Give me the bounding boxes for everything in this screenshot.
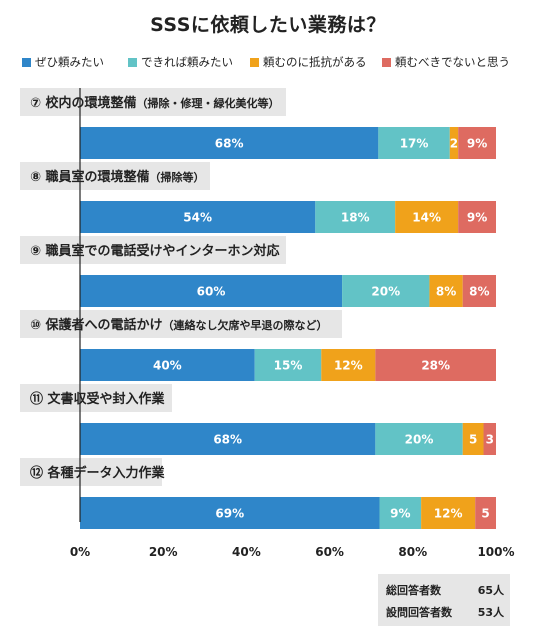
data-label: 12% <box>334 359 363 373</box>
legend-swatch <box>128 57 137 67</box>
bar-segment <box>80 127 379 159</box>
bar-segment <box>483 423 496 455</box>
bar-segment <box>80 349 255 381</box>
legend-item: 頼むべきでないと思う <box>382 54 510 70</box>
bar-segment <box>458 127 496 159</box>
category-label-main: ⑨ 職員室での電話受けやインターホン対応 <box>30 243 280 259</box>
data-label: 8% <box>436 285 456 299</box>
data-label: 12% <box>434 507 463 521</box>
category-label-main: ⑫ 各種データ入力作業 <box>30 465 166 481</box>
category-label-bg <box>20 310 342 338</box>
data-label: 15% <box>274 359 303 373</box>
data-label: 40% <box>153 359 182 373</box>
legend: ぜひ頼みたい できれば頼みたい 頼むのに抵抗がある 頼むべきでないと思う <box>22 54 532 70</box>
legend-item: ぜひ頼みたい <box>22 54 104 70</box>
category-label-sub: （連絡なし欠席や早退の際など） <box>163 318 328 332</box>
bar-segment <box>254 349 322 381</box>
category-label-sub: （掃除・修理・緑化美化等） <box>137 96 280 110</box>
total-respondents-row: 総回答者数 65人 <box>386 582 504 598</box>
category-label: ⑫ 各種データ入力作業 <box>30 465 166 481</box>
category-label-bg <box>20 458 162 486</box>
data-label: 69% <box>215 507 244 521</box>
legend-item: 頼むのに抵抗がある <box>250 54 367 70</box>
x-tick-label: 80% <box>398 545 427 559</box>
data-label: 28% <box>421 359 450 373</box>
data-label: 5 <box>469 433 477 447</box>
bar-segment <box>462 275 496 307</box>
bar-segment <box>80 423 376 455</box>
total-respondents-value: 65人 <box>477 584 504 597</box>
data-label: 2 <box>450 137 458 151</box>
data-label: 9% <box>467 211 487 225</box>
data-label: 17% <box>400 137 429 151</box>
legend-label: できれば頼みたい <box>141 55 233 69</box>
x-tick-label: 20% <box>149 545 178 559</box>
stacked-bar-chart: ⑦ 校内の環境整備（掃除・修理・緑化美化等） 68% 17% 2 9% ⑧ 職員室の環境整… <box>20 88 515 559</box>
x-tick-label: 40% <box>232 545 261 559</box>
bar-segment <box>462 423 484 455</box>
question-respondents-label: 設問回答者数 <box>386 606 452 619</box>
question-respondents-value: 53人 <box>477 606 504 619</box>
bar-segment <box>80 201 316 233</box>
data-label: 3 <box>486 433 494 447</box>
x-tick-label: 0% <box>70 545 90 559</box>
bar-segment <box>449 127 459 159</box>
category-label-main: ⑦ 校内の環境整備 <box>30 95 137 111</box>
data-label: 68% <box>215 137 244 151</box>
chart-title: SSSに依頼したい業務は？ <box>150 14 386 36</box>
category-label-main: ⑩ 保護者への電話かけ <box>30 317 163 333</box>
bar-segment <box>80 275 343 307</box>
category-label-bg <box>20 236 286 264</box>
data-label: 9% <box>467 137 487 151</box>
category-label-bg <box>20 384 172 412</box>
data-label: 9% <box>390 507 410 521</box>
category-label-main: ⑪ 文書収受や封入作業 <box>30 391 166 407</box>
legend-label: 頼むべきでないと思う <box>395 55 510 69</box>
category-label: ⑩ 保護者への電話かけ（連絡なし欠席や早退の際など） <box>30 317 328 333</box>
data-label: 60% <box>197 285 226 299</box>
bar-segment <box>429 275 463 307</box>
legend-item: できれば頼みたい <box>128 54 233 70</box>
legend-label: ぜひ頼みたい <box>35 55 104 69</box>
question-respondents-row: 設問回答者数 53人 <box>386 604 504 620</box>
legend-swatch <box>250 57 259 67</box>
data-label: 68% <box>213 433 242 447</box>
data-label: 14% <box>412 211 441 225</box>
bar-segment <box>395 201 459 233</box>
respondent-totals: 総回答者数 65人 設問回答者数 53人 <box>378 574 510 626</box>
data-label: 20% <box>405 433 434 447</box>
data-label: 20% <box>371 285 400 299</box>
data-label: 5 <box>481 507 489 521</box>
bar-segment <box>342 275 430 307</box>
bar-segment <box>321 349 376 381</box>
x-tick-label: 100% <box>477 545 514 559</box>
category-label: ⑦ 校内の環境整備（掃除・修理・緑化美化等） <box>30 95 280 111</box>
category-label: ⑧ 職員室の環境整備（掃除等） <box>30 169 205 185</box>
total-respondents-label: 総回答者数 <box>386 584 441 597</box>
category-label: ⑪ 文書収受や封入作業 <box>30 391 166 407</box>
legend-swatch <box>382 57 391 67</box>
legend-label: 頼むのに抵抗がある <box>263 55 367 69</box>
category-label-sub: （掃除等） <box>150 170 205 184</box>
legend-swatch <box>22 57 31 67</box>
category-label-main: ⑧ 職員室の環境整備 <box>30 169 150 185</box>
category-label: ⑨ 職員室での電話受けやインターホン対応 <box>30 243 280 259</box>
bar-segment <box>375 349 496 381</box>
category-label-bg <box>20 162 210 190</box>
bar-segment <box>458 201 496 233</box>
bar-segment <box>379 497 422 529</box>
bar-segment <box>375 423 463 455</box>
data-label: 18% <box>341 211 370 225</box>
data-label: 8% <box>469 285 489 299</box>
bar-segment <box>475 497 496 529</box>
bar-segment <box>421 497 476 529</box>
x-tick-label: 60% <box>315 545 344 559</box>
bar-segment <box>378 127 450 159</box>
data-label: 54% <box>183 211 212 225</box>
bar-segment <box>80 497 380 529</box>
bar-segment <box>315 201 396 233</box>
category-label-bg <box>20 88 286 116</box>
